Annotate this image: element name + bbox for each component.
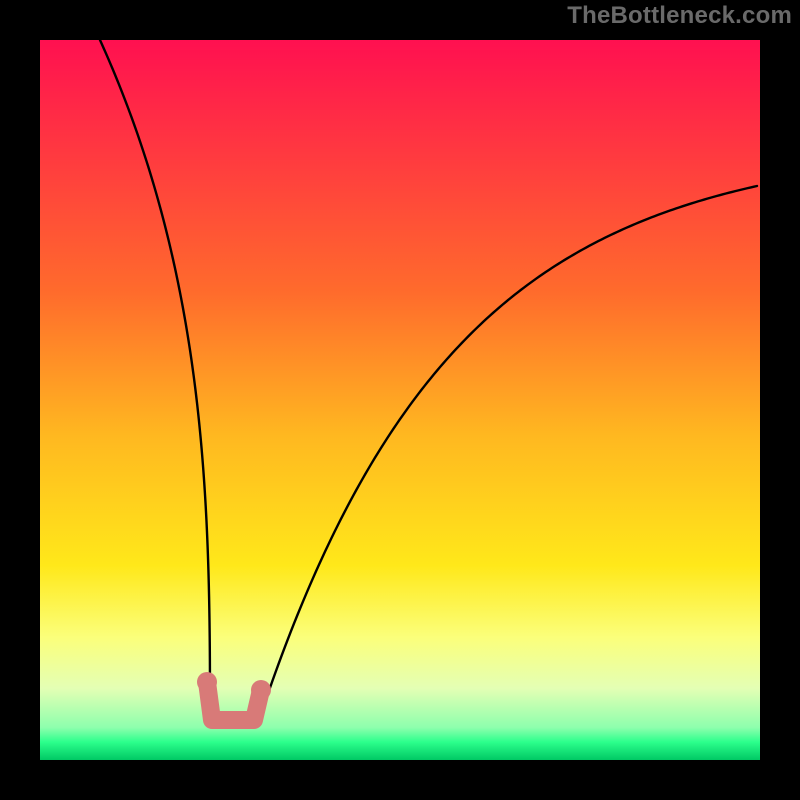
- valley-glyph-dot-1: [251, 680, 271, 700]
- valley-glyph-dot-0: [197, 672, 217, 692]
- watermark-text: TheBottleneck.com: [567, 2, 792, 30]
- bottleneck-chart: [0, 0, 800, 800]
- plot-background: [40, 40, 760, 760]
- chart-canvas: TheBottleneck.com: [0, 0, 800, 800]
